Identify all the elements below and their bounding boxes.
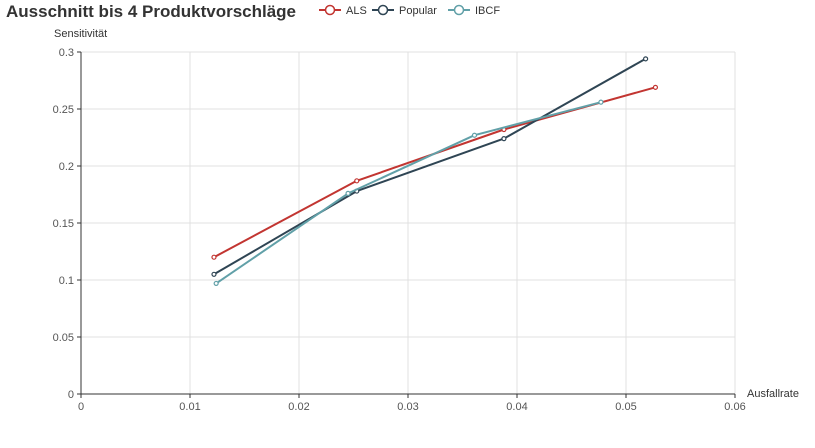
data-point-ibcf[interactable] bbox=[213, 280, 219, 287]
data-point-popular[interactable] bbox=[643, 56, 649, 62]
y-tick-label: 0.1 bbox=[59, 275, 74, 287]
x-tick-label: 0 bbox=[78, 401, 84, 413]
data-point-als[interactable] bbox=[652, 84, 659, 90]
legend-circle-icon bbox=[377, 4, 389, 16]
legend-circle-icon bbox=[324, 4, 336, 16]
data-point-popular[interactable] bbox=[211, 271, 217, 277]
y-tick-label: 0.3 bbox=[59, 47, 74, 59]
legend-label: Popular bbox=[399, 5, 437, 17]
y-tick-label: 0.15 bbox=[53, 218, 74, 230]
y-tick-label: 0.2 bbox=[59, 161, 74, 173]
legend-label: IBCF bbox=[475, 5, 500, 17]
x-tick-label: 0.04 bbox=[506, 401, 527, 413]
series-line-als bbox=[213, 86, 656, 259]
data-point-als[interactable] bbox=[211, 254, 217, 260]
data-point-popular[interactable] bbox=[501, 136, 507, 142]
x-axis-label: Ausfallrate bbox=[747, 388, 799, 400]
axes bbox=[77, 51, 736, 398]
legend-label: ALS bbox=[346, 5, 367, 17]
x-tick-label: 0.03 bbox=[397, 401, 418, 413]
data-point-ibcf[interactable] bbox=[598, 99, 604, 105]
data-point-ibcf[interactable] bbox=[345, 190, 351, 196]
y-axis-label: Sensitivität bbox=[54, 28, 107, 40]
legend-item-als[interactable]: ALS bbox=[319, 4, 367, 17]
grid-lines bbox=[81, 51, 736, 394]
data-point-als[interactable] bbox=[354, 178, 360, 184]
series-group bbox=[211, 56, 659, 287]
x-tick-label: 0.06 bbox=[724, 401, 745, 413]
tick-labels: 0 0.05 0.1 0.15 0.2 0.25 0.3 0 0.01 0.02 0.03 0.04 0… bbox=[53, 47, 746, 413]
y-tick-label: 0.05 bbox=[53, 332, 74, 344]
legend-item-popular[interactable]: Popular bbox=[372, 4, 437, 17]
chart-title: Ausschnitt bis 4 Produktvorschläge bbox=[6, 2, 297, 21]
legend: ALS Popular IBCF bbox=[319, 4, 500, 17]
x-tick-label: 0.05 bbox=[615, 401, 636, 413]
legend-circle-icon bbox=[453, 4, 465, 16]
series-line-popular bbox=[213, 57, 647, 276]
series-line-ibcf bbox=[215, 101, 602, 285]
y-tick-label: 0.25 bbox=[53, 104, 74, 116]
data-point-ibcf[interactable] bbox=[471, 132, 478, 138]
y-tick-label: 0 bbox=[68, 389, 74, 401]
x-tick-label: 0.01 bbox=[179, 401, 200, 413]
x-tick-label: 0.02 bbox=[288, 401, 309, 413]
legend-item-ibcf[interactable]: IBCF bbox=[448, 4, 500, 17]
